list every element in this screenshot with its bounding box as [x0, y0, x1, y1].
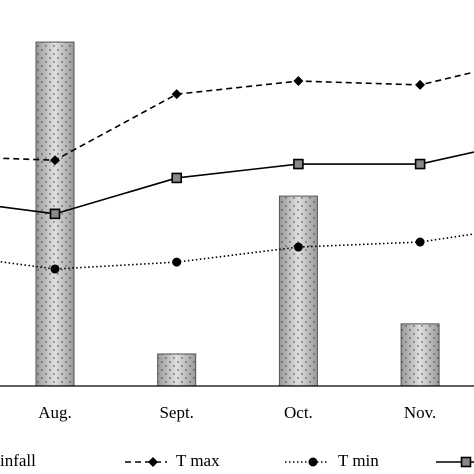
line-marker	[172, 257, 182, 267]
legend: infall T max T min	[0, 451, 474, 470]
legend-marker	[148, 457, 158, 467]
line-marker	[171, 89, 182, 100]
legend-label: T min	[338, 451, 379, 470]
line-marker	[414, 158, 426, 170]
line-marker	[171, 172, 182, 184]
line-marker	[293, 242, 303, 252]
x-tick-label: Aug.	[38, 403, 72, 422]
legend-marker	[308, 457, 318, 467]
line-marker	[49, 208, 61, 220]
x-tick-label: Sept.	[159, 403, 193, 422]
line-marker	[50, 155, 60, 166]
x-tick-label: Oct.	[284, 403, 313, 422]
line	[0, 151, 474, 215]
line-marker	[415, 79, 426, 90]
bar-texture	[279, 196, 318, 386]
x-tick-label: Nov.	[404, 403, 436, 422]
line-marker	[293, 158, 304, 170]
line-marker	[415, 237, 425, 247]
line-marker	[293, 76, 304, 87]
legend-label: T max	[176, 451, 220, 470]
bar-texture	[401, 323, 440, 386]
legend-label: infall	[0, 451, 36, 470]
plot-area: Aug. Sept. Oct. Nov.	[0, 41, 474, 422]
line	[0, 71, 474, 161]
legend-marker	[460, 456, 472, 468]
bar-texture	[157, 353, 196, 386]
line-marker	[50, 264, 60, 274]
